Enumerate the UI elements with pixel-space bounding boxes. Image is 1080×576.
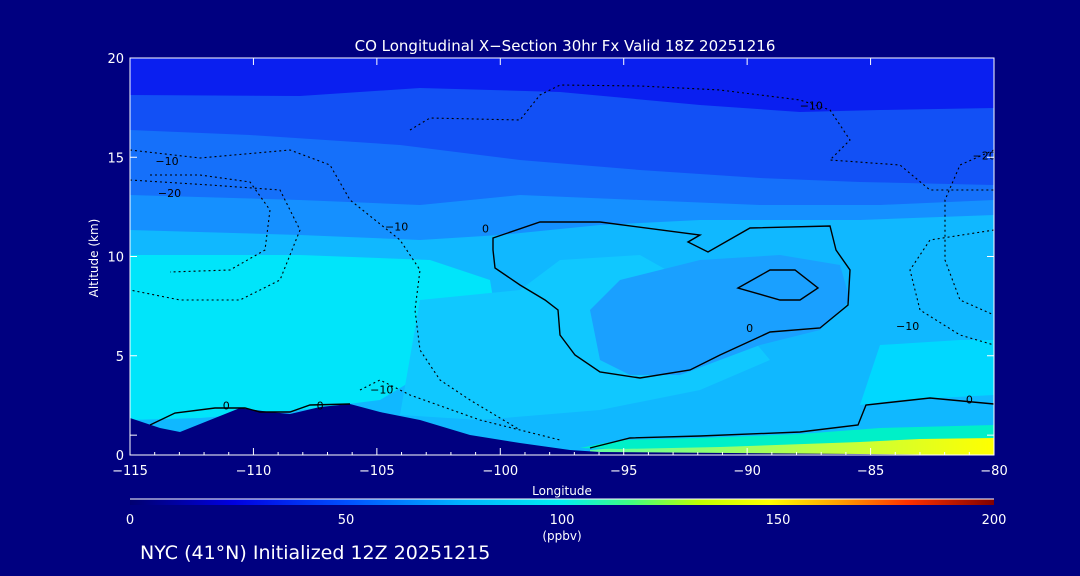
- contour-zero-main: [492, 221, 851, 379]
- x-tick-label: −85: [857, 464, 884, 479]
- footer-caption: NYC (41°N) Initialized 12Z 20251215: [140, 542, 491, 564]
- band-mid-troposphere-west: [130, 255, 495, 420]
- colorbar-tick-label: 50: [338, 513, 355, 528]
- contour-label: −20: [973, 149, 996, 162]
- y-axis-label: Altitude (km): [87, 219, 101, 298]
- x-tick-label: −110: [236, 464, 272, 479]
- contour-label: −20: [158, 187, 181, 200]
- contour-labels: −10 −20 −10 0 0 −10 −10 −20 −10 0 0 0: [155, 100, 995, 413]
- y-axis: 0 5 10 15 20: [107, 52, 994, 464]
- contour-zero-terrain-1: [149, 403, 351, 426]
- y-tick-label: 20: [107, 52, 124, 67]
- contour-label: 0: [746, 322, 753, 335]
- terrain-mask: [130, 404, 994, 455]
- contour-neg20-west: [130, 179, 301, 301]
- contour-neg30-west: [150, 174, 271, 273]
- contour-zero-inner: [736, 269, 820, 301]
- x-tick-label: −80: [980, 464, 1007, 479]
- x-tick-label: −105: [359, 464, 395, 479]
- y-tick-label: 5: [116, 350, 124, 365]
- x-axis-label: Longitude: [532, 484, 592, 498]
- x-tick-label: −95: [610, 464, 637, 479]
- colorbar-unit: (ppbv): [542, 529, 581, 543]
- colorbar-tick-label: 0: [126, 513, 134, 528]
- colorbar-tick-label: 200: [982, 513, 1007, 528]
- y-tick-label: 15: [107, 151, 124, 166]
- contour-label: −10: [155, 155, 178, 168]
- contour-label: −10: [800, 100, 823, 113]
- contour-neg20-east: [944, 149, 994, 316]
- contour-label: −10: [370, 383, 393, 396]
- contour-zero-boundary: [589, 397, 994, 449]
- contour-neg10-east: [909, 229, 994, 346]
- x-tick-label: −90: [733, 464, 760, 479]
- band-core-blob: [590, 255, 850, 375]
- x-tick-label: −100: [482, 464, 518, 479]
- contour-label: 0: [966, 393, 973, 406]
- contour-label: 0: [317, 399, 324, 412]
- plot-fill: [130, 58, 994, 455]
- band-boundary-layer-east: [590, 436, 994, 455]
- band-boundary-layer-rim: [580, 425, 994, 449]
- y-tick-label: 0: [116, 449, 124, 464]
- colorbar: [130, 499, 994, 505]
- contour-label: 0: [223, 399, 230, 412]
- contour-neg10-west: [130, 149, 521, 431]
- colorbar-tick-label: 150: [766, 513, 791, 528]
- y-tick-label: 10: [107, 251, 124, 266]
- colorbar-tick-label: 100: [550, 513, 575, 528]
- x-axis: −115 −110 −105 −100 −95 −90 −85 −80: [112, 58, 1008, 479]
- contour-label: −10: [896, 320, 919, 333]
- contour-label: −10: [385, 221, 408, 234]
- x-tick-label: −115: [112, 464, 148, 479]
- contour-label: 0: [482, 223, 489, 236]
- colorbar-ticks: 0 50 100 150 200: [126, 513, 1007, 528]
- chart-title: CO Longitudinal X−Section 30hr Fx Valid …: [355, 37, 776, 55]
- band-mid-troposphere-east: [860, 340, 994, 405]
- contour-lines: [130, 84, 994, 449]
- contour-neg10-lower: [359, 379, 561, 441]
